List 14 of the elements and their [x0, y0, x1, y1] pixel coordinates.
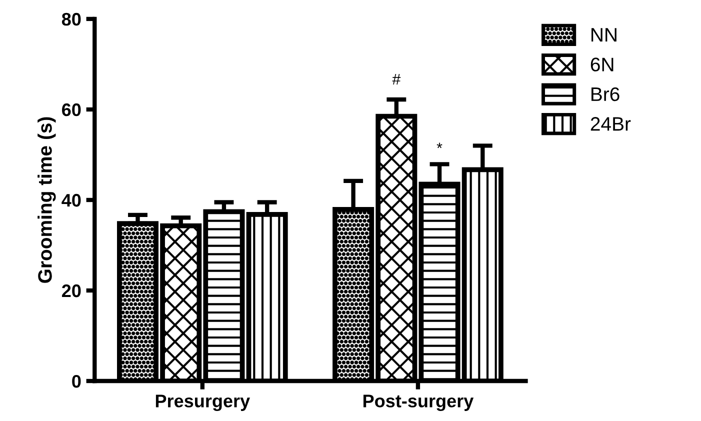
y-tick-label: 80 [62, 12, 81, 26]
x-tick-label: Post-surgery [363, 394, 474, 412]
y-tick-label: 40 [62, 194, 81, 207]
y-axis-title: Grooming time (s) [38, 117, 56, 283]
annotation: # [392, 74, 401, 84]
legend-label: 6N [590, 58, 614, 72]
x-tick-label: Presurgery [156, 394, 250, 412]
legend-label: Br6 [592, 87, 620, 102]
legend-label: NN [592, 28, 616, 42]
y-tick-label: 0 [72, 374, 81, 388]
y-tick-label: 20 [62, 284, 81, 298]
y-tick-label: 60 [62, 103, 81, 116]
annotation: * [436, 142, 442, 148]
legend-label: 24Br [590, 117, 631, 131]
